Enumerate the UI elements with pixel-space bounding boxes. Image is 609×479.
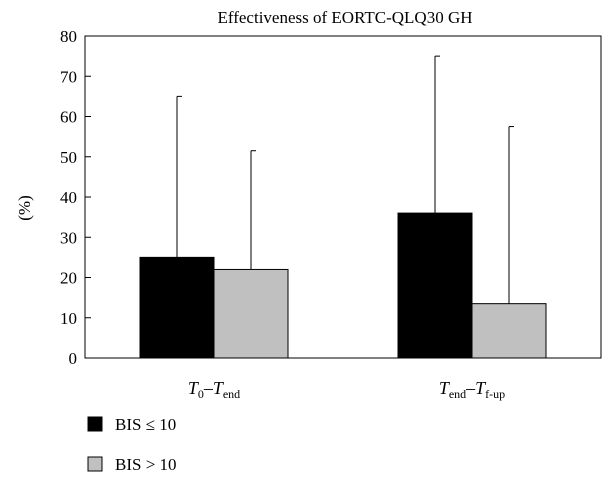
y-tick-label: 80: [60, 27, 77, 46]
y-tick-label: 60: [60, 108, 77, 127]
y-tick-label: 30: [60, 228, 77, 247]
legend-label: BIS ≤ 10: [115, 415, 176, 434]
x-tick-label: T0–Tend: [188, 378, 240, 401]
bar: [397, 212, 473, 359]
y-tick-label: 50: [60, 148, 77, 167]
y-tick-label: 70: [60, 67, 77, 86]
bar: [213, 268, 289, 359]
legend-swatch: [87, 456, 103, 472]
y-tick-label: 0: [69, 349, 78, 368]
y-tick-label: 20: [60, 269, 77, 288]
bar: [471, 303, 547, 359]
bar: [139, 256, 215, 359]
y-tick-label: 40: [60, 188, 77, 207]
x-tick-label: Tend–Tf-up: [439, 378, 505, 401]
chart-title: Effectiveness of EORTC-QLQ30 GH: [217, 8, 472, 27]
legend-label: BIS > 10: [115, 455, 177, 474]
legend-swatch: [87, 416, 103, 432]
y-axis-label: (%): [15, 195, 34, 220]
y-tick-label: 10: [60, 309, 77, 328]
